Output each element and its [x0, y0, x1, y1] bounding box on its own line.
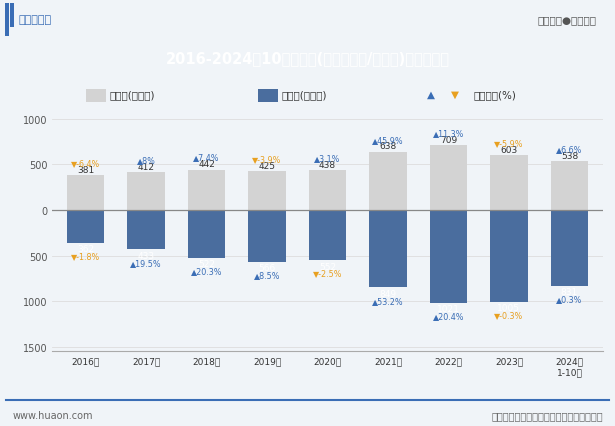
Text: 362: 362: [77, 245, 94, 254]
Bar: [67, 176, 105, 210]
Text: 566: 566: [258, 263, 276, 272]
Text: 522: 522: [198, 259, 215, 268]
Text: ▲53.2%: ▲53.2%: [372, 296, 404, 305]
Text: 538: 538: [561, 151, 578, 160]
Bar: [248, 210, 286, 262]
Text: ▲8%: ▲8%: [137, 156, 156, 165]
Text: 1005: 1005: [498, 303, 520, 312]
Text: ▲0.3%: ▲0.3%: [556, 294, 582, 303]
Bar: [309, 171, 346, 210]
Text: 552: 552: [319, 262, 336, 271]
Text: ▲20.3%: ▲20.3%: [191, 266, 222, 275]
Text: 进口额(亿美元): 进口额(亿美元): [282, 90, 327, 100]
Text: 442: 442: [198, 160, 215, 169]
Bar: [86, 90, 106, 103]
Text: ▲11.3%: ▲11.3%: [433, 129, 464, 138]
Text: 华经情报网: 华经情报网: [18, 15, 52, 25]
Text: 603: 603: [501, 145, 518, 154]
Text: 425: 425: [258, 161, 276, 170]
Bar: [127, 173, 165, 210]
Text: 412: 412: [138, 163, 154, 172]
Bar: [550, 210, 588, 286]
Text: 专业严谨●客观科学: 专业严谨●客观科学: [538, 15, 597, 25]
Text: 数据来源：中国海关，华经产业研究院整理: 数据来源：中国海关，华经产业研究院整理: [491, 410, 603, 420]
Text: ▼-6.4%: ▼-6.4%: [71, 159, 100, 168]
Text: ▲: ▲: [427, 90, 435, 100]
Text: 1021: 1021: [437, 305, 460, 314]
Text: 出口额(亿美元): 出口额(亿美元): [109, 90, 155, 100]
Text: ▼-5.9%: ▼-5.9%: [494, 138, 524, 147]
Bar: [430, 146, 467, 210]
Text: ▲8.5%: ▲8.5%: [254, 270, 280, 279]
Bar: [188, 210, 225, 258]
Text: www.huaon.com: www.huaon.com: [12, 410, 93, 420]
Bar: [248, 172, 286, 210]
Bar: [127, 210, 165, 250]
Bar: [369, 210, 407, 288]
Text: 849: 849: [379, 289, 397, 298]
Text: ▲45.9%: ▲45.9%: [372, 135, 404, 144]
Text: ▼-2.5%: ▼-2.5%: [313, 269, 342, 278]
Text: 同比增长(%): 同比增长(%): [474, 90, 517, 100]
Bar: [550, 161, 588, 210]
Text: ▲6.6%: ▲6.6%: [556, 144, 582, 153]
Text: 2016-2024年10月青岛市(境内目的地/货源地)进、出口额: 2016-2024年10月青岛市(境内目的地/货源地)进、出口额: [165, 51, 450, 66]
Bar: [5, 4, 9, 36]
Bar: [369, 153, 407, 210]
Bar: [490, 210, 528, 302]
Text: 638: 638: [379, 142, 397, 151]
Bar: [490, 155, 528, 210]
Bar: [10, 4, 14, 28]
Text: 433: 433: [138, 251, 154, 260]
Text: ▲3.1%: ▲3.1%: [314, 153, 341, 162]
Text: ▲19.5%: ▲19.5%: [130, 258, 162, 267]
Bar: [309, 210, 346, 261]
Bar: [258, 90, 278, 103]
Text: 831: 831: [561, 288, 578, 296]
Bar: [430, 210, 467, 303]
Text: 438: 438: [319, 160, 336, 169]
Text: ▼-1.8%: ▼-1.8%: [71, 252, 100, 261]
Text: ▼-0.3%: ▼-0.3%: [494, 310, 523, 319]
Bar: [67, 210, 105, 243]
Text: ▲7.4%: ▲7.4%: [193, 153, 220, 162]
Text: 709: 709: [440, 136, 457, 145]
Text: ▼: ▼: [451, 90, 459, 100]
Bar: [188, 170, 225, 210]
Text: 381: 381: [77, 166, 94, 175]
Text: ▼-3.9%: ▼-3.9%: [252, 155, 282, 164]
Text: ▲20.4%: ▲20.4%: [433, 311, 464, 320]
